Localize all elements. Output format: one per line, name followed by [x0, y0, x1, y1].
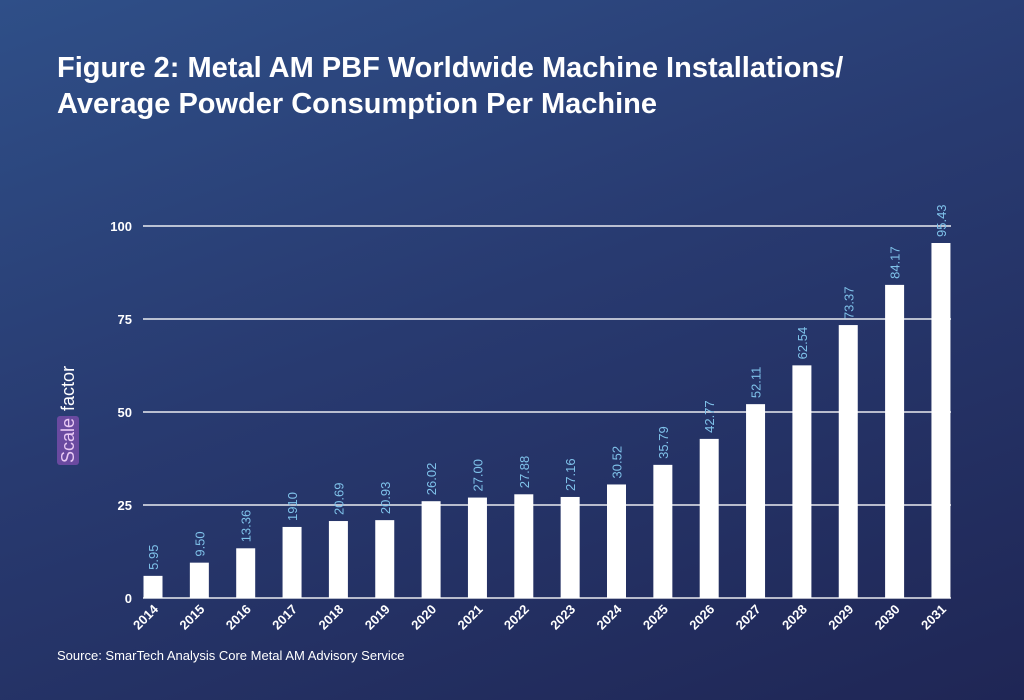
- bar: [467, 497, 487, 598]
- data-label: 13.36: [239, 510, 254, 543]
- data-label: 52.11: [749, 367, 764, 399]
- x-tick-label: 2021: [455, 602, 486, 633]
- y-tick-label: 25: [118, 498, 132, 513]
- y-tick-label: 75: [118, 312, 132, 327]
- bar: [931, 243, 951, 598]
- bar: [282, 526, 302, 598]
- x-tick-label: 2030: [872, 602, 903, 633]
- x-tick-label: 2029: [825, 602, 856, 633]
- data-label: 27.00: [470, 459, 485, 492]
- x-tick-label: 2031: [918, 602, 949, 633]
- bar: [514, 494, 534, 598]
- bar: [236, 548, 256, 598]
- data-label: 30.52: [610, 446, 625, 479]
- bar: [328, 521, 348, 598]
- y-tick-label: 50: [118, 405, 132, 420]
- x-tick-label: 2015: [176, 602, 207, 633]
- bar: [885, 284, 905, 598]
- x-tick-label: 2022: [501, 602, 532, 633]
- x-tick-label: 2020: [408, 602, 439, 633]
- data-label: 9.50: [192, 531, 207, 556]
- title-line-1: Figure 2: Metal AM PBF Worldwide Machine…: [57, 52, 844, 84]
- bar: [838, 325, 858, 598]
- bar: [421, 501, 441, 598]
- bar: [792, 365, 812, 598]
- bar: [560, 496, 580, 598]
- x-tick-label: 2017: [269, 602, 300, 633]
- bar: [143, 575, 163, 598]
- data-label: 27.16: [563, 458, 578, 491]
- x-tick-label: 2024: [594, 601, 626, 633]
- x-tick-label: 2027: [733, 602, 764, 633]
- x-tick-label: 2023: [547, 602, 578, 633]
- data-label: 84.17: [888, 246, 903, 279]
- data-label: 1910: [285, 492, 300, 521]
- x-tick-label: 2016: [223, 602, 254, 633]
- x-tick-label: 2028: [779, 602, 810, 633]
- data-label: 42.77: [702, 400, 717, 433]
- y-tick-label: 100: [110, 219, 132, 234]
- title-line-2: Average Powder Consumption Per Machine: [57, 88, 657, 120]
- x-tick-label: 2026: [686, 602, 717, 633]
- bar: [375, 520, 395, 598]
- x-tick-label: 2018: [315, 602, 346, 633]
- data-label: 26.02: [424, 463, 439, 496]
- data-label: 5.95: [146, 545, 161, 570]
- x-tick-label: 2014: [130, 601, 162, 633]
- bar: [653, 464, 673, 598]
- data-label: 73.37: [841, 287, 856, 320]
- data-label: 95.43: [934, 204, 949, 237]
- bar: [699, 438, 719, 598]
- chart-title: Figure 2: Metal AM PBF Worldwide Machine…: [57, 50, 843, 122]
- source-note: Source: SmarTech Analysis Core Metal AM …: [57, 648, 405, 663]
- bar: [607, 484, 626, 598]
- y-tick-label: 0: [125, 591, 132, 606]
- data-label: 62.54: [795, 327, 810, 360]
- x-tick-label: 2019: [362, 602, 393, 633]
- data-label: 27.88: [517, 456, 532, 489]
- data-label: 35.79: [656, 426, 671, 459]
- data-label: 20.69: [331, 482, 346, 515]
- bar: [746, 404, 766, 598]
- x-tick-label: 2025: [640, 602, 671, 633]
- data-label: 20.93: [378, 482, 393, 515]
- bar: [189, 562, 209, 598]
